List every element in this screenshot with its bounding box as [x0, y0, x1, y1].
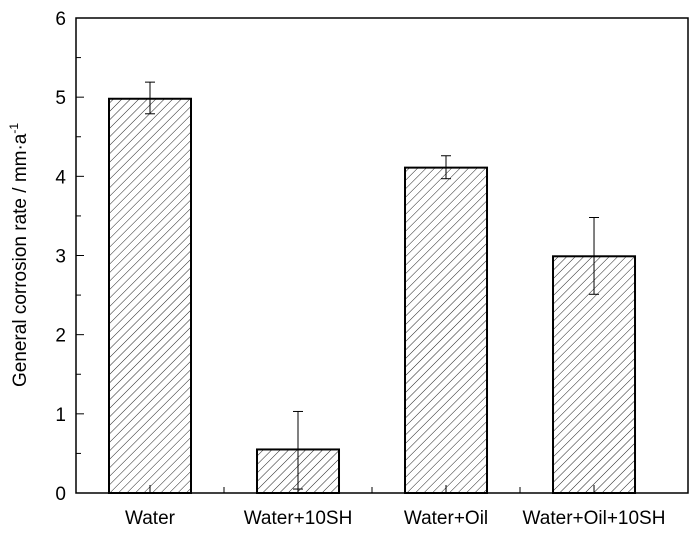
x-tick-label: Water+Oil+10SH: [523, 508, 666, 529]
y-axis-label: General corrosion rate / mm·a-1: [7, 123, 31, 387]
x-tick-label: Water+Oil: [404, 508, 488, 529]
x-tick-label: Water: [125, 508, 176, 529]
bar-water-oil: [404, 166, 489, 494]
y-tick-label: 6: [55, 9, 66, 30]
y-axis-label-superscript: -1: [7, 123, 21, 134]
bar-water-oil-10sh: [552, 255, 637, 494]
y-tick-label: 0: [55, 484, 66, 505]
x-tick-label: Water+10SH: [244, 508, 353, 529]
bar-water: [108, 97, 193, 494]
y-tick-label: 5: [55, 88, 66, 109]
y-tick-label: 4: [55, 167, 66, 188]
y-tick-label: 3: [55, 247, 66, 268]
y-tick-label: 2: [55, 326, 66, 347]
y-tick-label: 1: [55, 405, 66, 426]
